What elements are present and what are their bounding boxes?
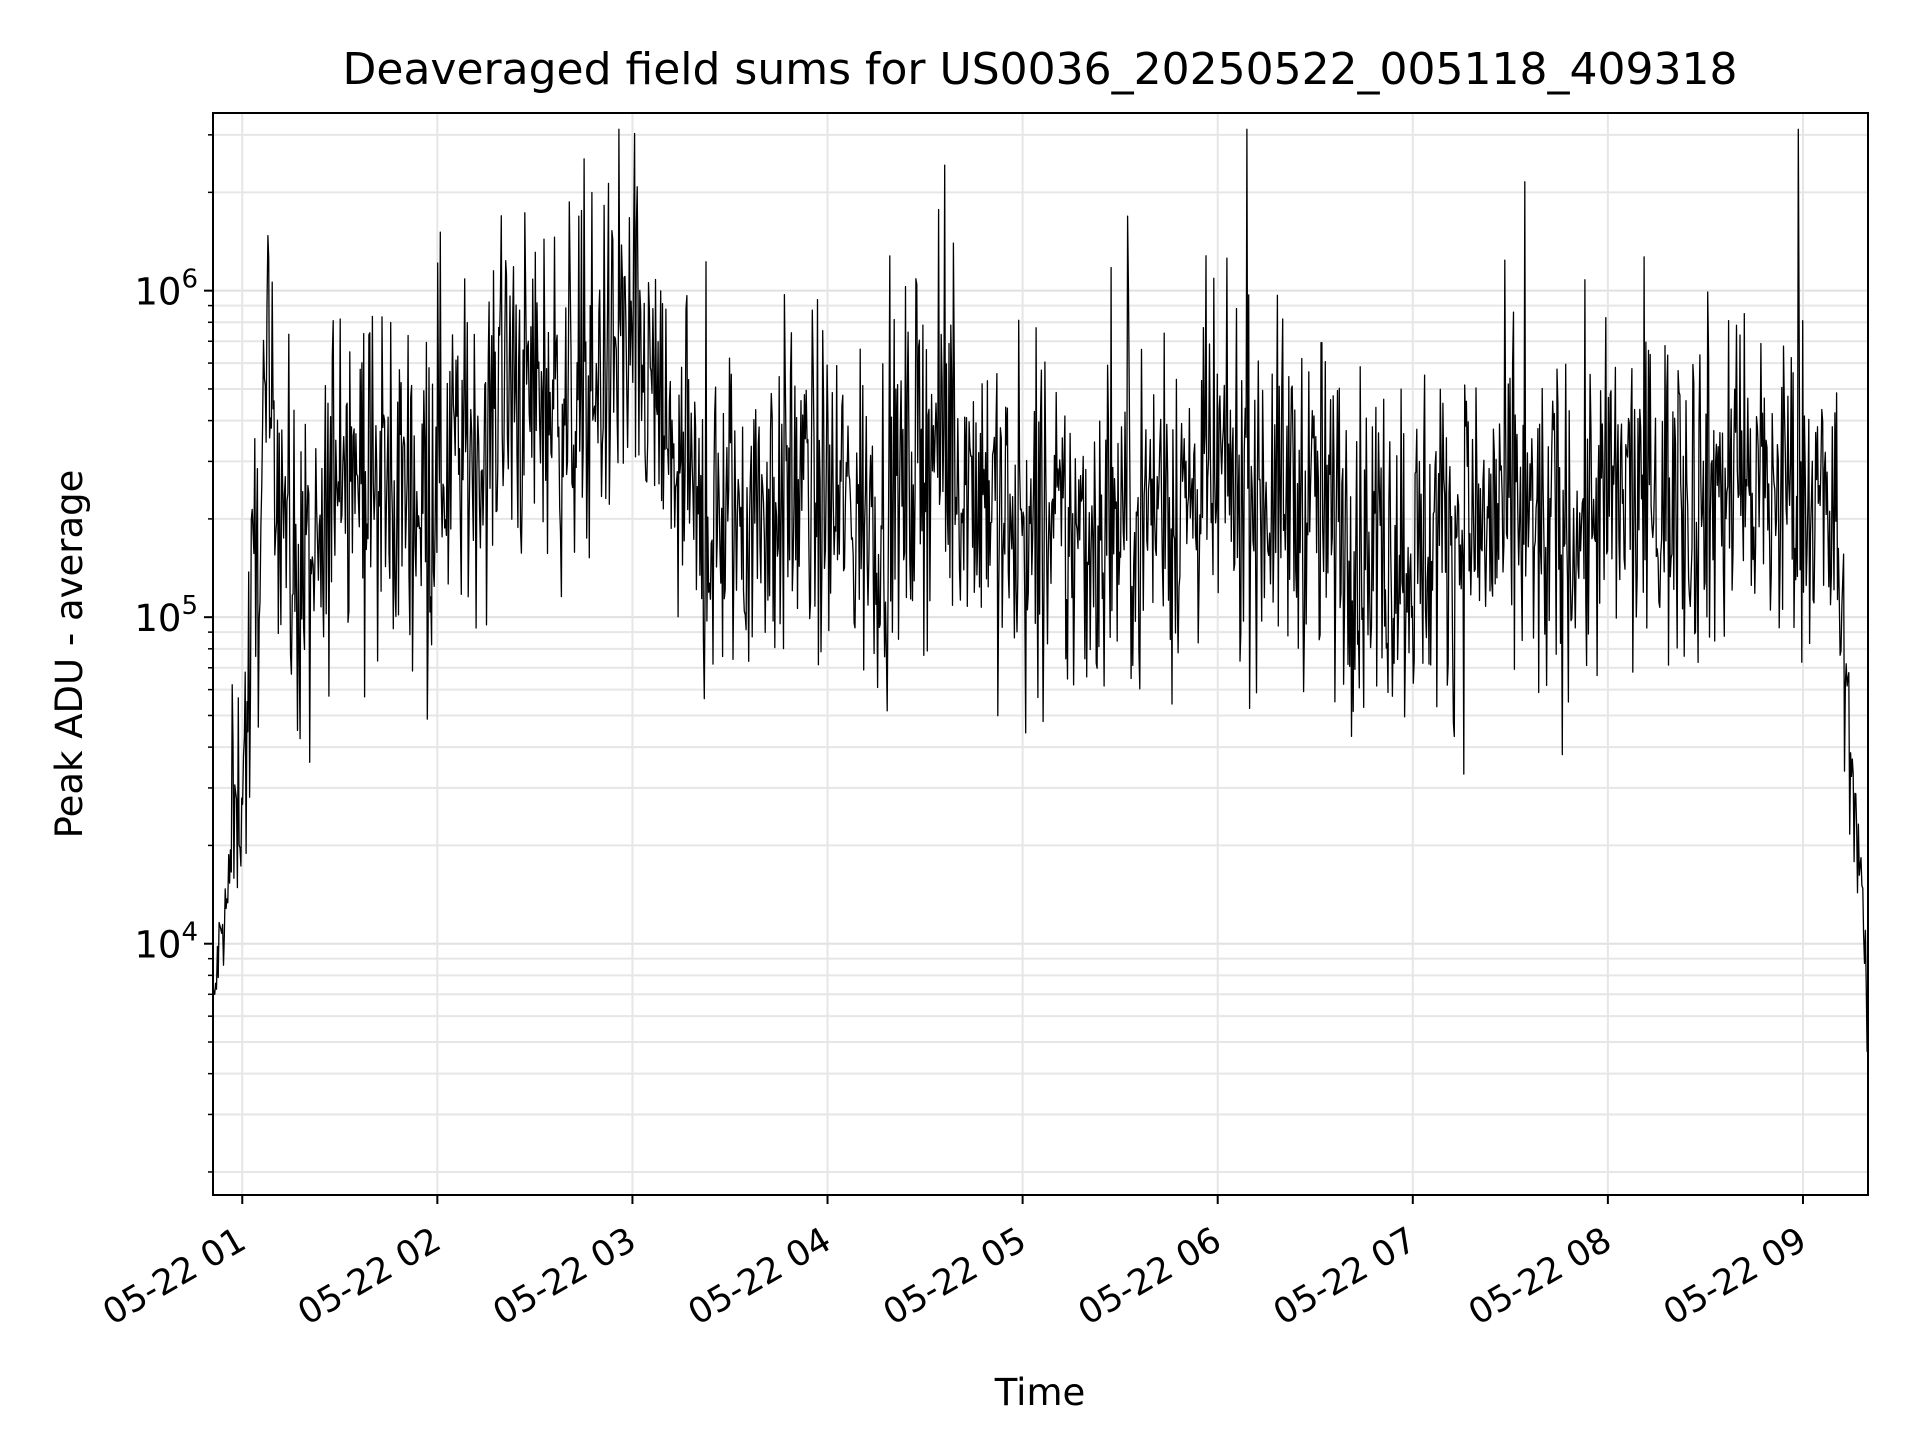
axes-frame: [212, 112, 1869, 1196]
y-axis: 104 105 106: [134, 134, 213, 1173]
y-tick-label: 106: [134, 265, 198, 314]
x-axis-label: Time: [994, 1371, 1086, 1414]
y-tick-label: 104: [134, 918, 198, 967]
y-axis-label: Peak ADU - average: [48, 470, 91, 839]
series-line: [212, 128, 1869, 1053]
plot-area: [212, 128, 1869, 1053]
chart-title: Deaveraged field sums for US0036_2025052…: [343, 44, 1738, 95]
y-tick-label: 105: [134, 591, 198, 640]
